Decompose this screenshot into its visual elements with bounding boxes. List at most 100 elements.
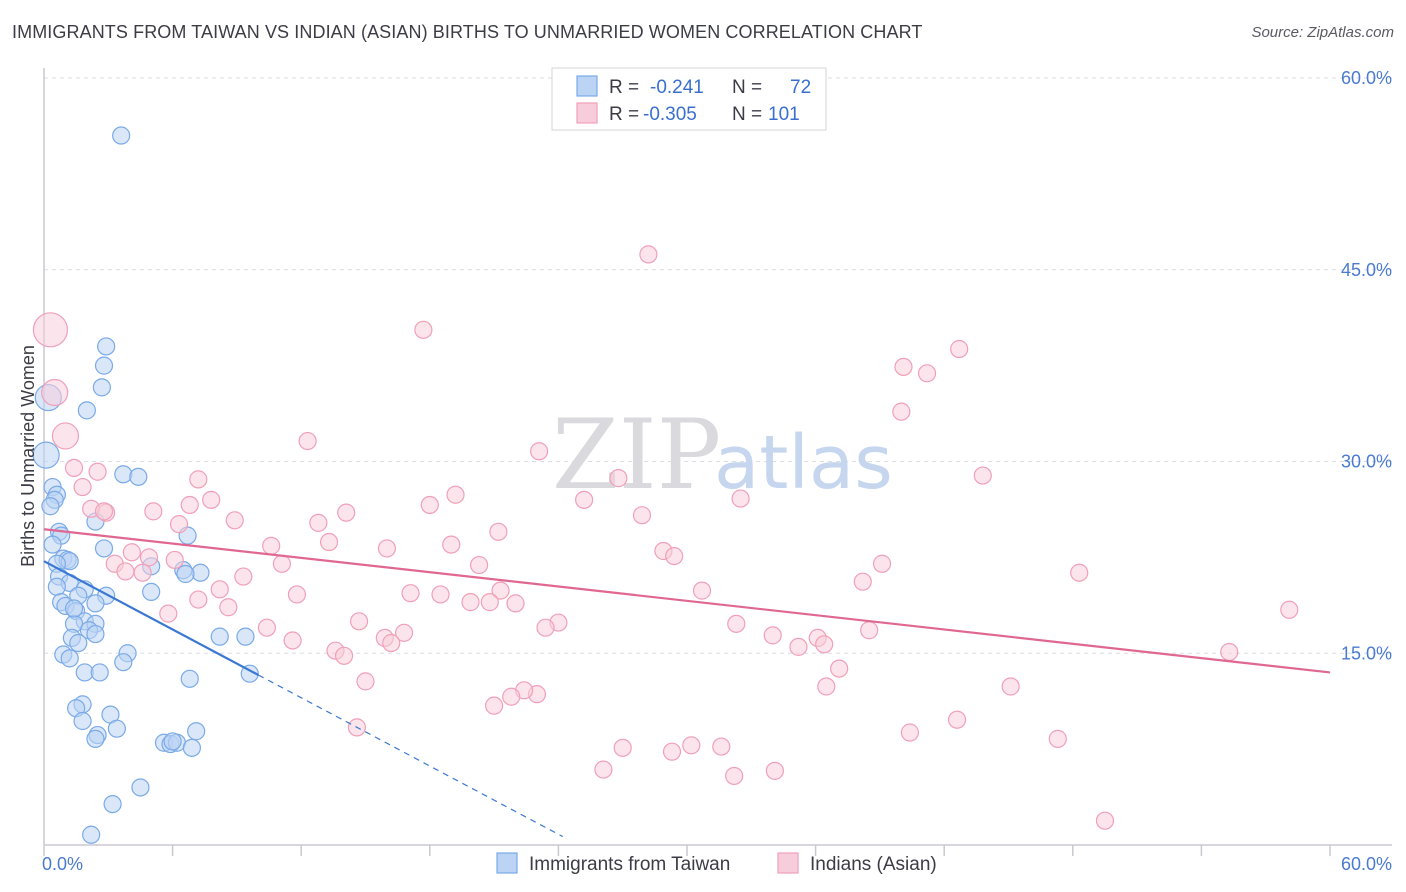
data-point bbox=[665, 546, 684, 566]
data-point bbox=[1220, 642, 1239, 662]
data-point bbox=[309, 513, 328, 532]
data-point bbox=[73, 477, 92, 497]
data-point bbox=[900, 723, 920, 742]
data-point bbox=[639, 245, 658, 264]
data-point bbox=[575, 490, 594, 509]
data-point bbox=[817, 677, 836, 696]
data-point bbox=[165, 550, 184, 570]
series-layer bbox=[32, 126, 1299, 844]
data-point bbox=[725, 766, 744, 786]
data-point bbox=[114, 653, 133, 672]
y-tick-label: 15.0% bbox=[1341, 643, 1392, 663]
data-point bbox=[64, 458, 84, 477]
data-point bbox=[662, 742, 682, 761]
chart-title: IMMIGRANTS FROM TAIWAN VS INDIAN (ASIAN)… bbox=[12, 22, 923, 42]
data-point bbox=[77, 401, 96, 420]
data-point bbox=[727, 614, 746, 633]
data-point bbox=[469, 555, 489, 575]
data-point bbox=[506, 594, 525, 613]
legend-n-value-taiwan: 72 bbox=[790, 77, 811, 98]
data-point bbox=[163, 732, 182, 751]
data-point bbox=[41, 378, 69, 407]
data-point bbox=[92, 378, 111, 397]
data-point bbox=[1095, 811, 1115, 830]
data-point bbox=[401, 584, 420, 603]
data-point bbox=[692, 581, 712, 600]
data-point bbox=[86, 594, 105, 613]
data-point bbox=[489, 522, 508, 541]
data-point bbox=[180, 495, 199, 515]
data-point bbox=[139, 548, 159, 567]
legend-n-label-indians: N = bbox=[732, 104, 762, 125]
trend-line bbox=[43, 528, 1331, 674]
data-point bbox=[82, 825, 101, 844]
data-point bbox=[609, 469, 628, 488]
data-point bbox=[420, 495, 439, 515]
data-point bbox=[94, 539, 114, 558]
data-point bbox=[73, 711, 92, 731]
data-point bbox=[107, 719, 126, 738]
trend-layer bbox=[43, 528, 1331, 838]
stats-legend-box bbox=[551, 67, 827, 131]
data-point bbox=[947, 710, 967, 729]
data-point bbox=[917, 364, 937, 383]
data-point bbox=[219, 598, 238, 617]
data-point bbox=[536, 618, 555, 637]
data-point bbox=[144, 502, 163, 521]
legend-r-label-indians: R = bbox=[609, 104, 639, 125]
series-indians bbox=[32, 245, 1299, 830]
data-point bbox=[90, 663, 109, 682]
data-point bbox=[189, 470, 208, 489]
data-point bbox=[287, 585, 307, 604]
data-point bbox=[298, 431, 317, 451]
data-point bbox=[377, 539, 397, 558]
data-point bbox=[122, 543, 141, 562]
data-point bbox=[191, 563, 210, 582]
chart-source: Source: ZipAtlas.com bbox=[1251, 24, 1394, 41]
y-axis-label: Births to Unmarried Women bbox=[18, 345, 38, 567]
grid-lines bbox=[44, 77, 1392, 654]
data-point bbox=[530, 442, 549, 461]
data-point bbox=[210, 627, 229, 646]
data-point bbox=[236, 627, 255, 646]
data-point bbox=[461, 593, 480, 612]
data-point bbox=[830, 659, 849, 678]
data-point bbox=[41, 497, 60, 516]
x-tick-label-min: 0.0% bbox=[42, 854, 83, 874]
data-point bbox=[283, 631, 302, 650]
series-taiwan bbox=[32, 126, 259, 844]
bottom-legend-label-indians: Indians (Asian) bbox=[810, 854, 937, 875]
y-tick-labels: 15.0% 30.0% 45.0% 60.0% bbox=[1341, 68, 1392, 663]
data-point bbox=[182, 738, 201, 757]
data-point bbox=[180, 669, 199, 688]
data-point bbox=[131, 778, 150, 797]
stats-legend: R = -0.241 N = 72 R = -0.305 N = 101 bbox=[551, 67, 827, 131]
data-point bbox=[632, 506, 652, 525]
x-ticks bbox=[43, 845, 1331, 856]
data-point bbox=[765, 761, 784, 780]
data-point bbox=[202, 490, 221, 509]
data-point bbox=[69, 633, 88, 653]
data-point bbox=[142, 582, 161, 601]
data-point bbox=[682, 736, 701, 755]
data-point bbox=[1001, 677, 1020, 696]
data-point bbox=[60, 649, 79, 668]
data-point bbox=[480, 593, 499, 612]
bottom-legend-label-taiwan: Immigrants from Taiwan bbox=[529, 854, 730, 875]
y-tick-label: 60.0% bbox=[1341, 68, 1392, 88]
watermark: ZIP atlas bbox=[552, 399, 893, 511]
data-point bbox=[356, 672, 375, 691]
data-point bbox=[491, 581, 510, 600]
data-point bbox=[133, 563, 152, 582]
data-point bbox=[97, 337, 116, 356]
trend-line-extension bbox=[258, 674, 563, 838]
data-point bbox=[613, 738, 632, 757]
data-point bbox=[176, 564, 195, 584]
data-point bbox=[257, 618, 277, 637]
legend-swatch-indians bbox=[576, 102, 598, 124]
legend-n-label-taiwan: N = bbox=[732, 77, 762, 98]
data-point bbox=[394, 623, 414, 642]
data-point bbox=[382, 633, 401, 653]
data-point bbox=[789, 637, 808, 656]
